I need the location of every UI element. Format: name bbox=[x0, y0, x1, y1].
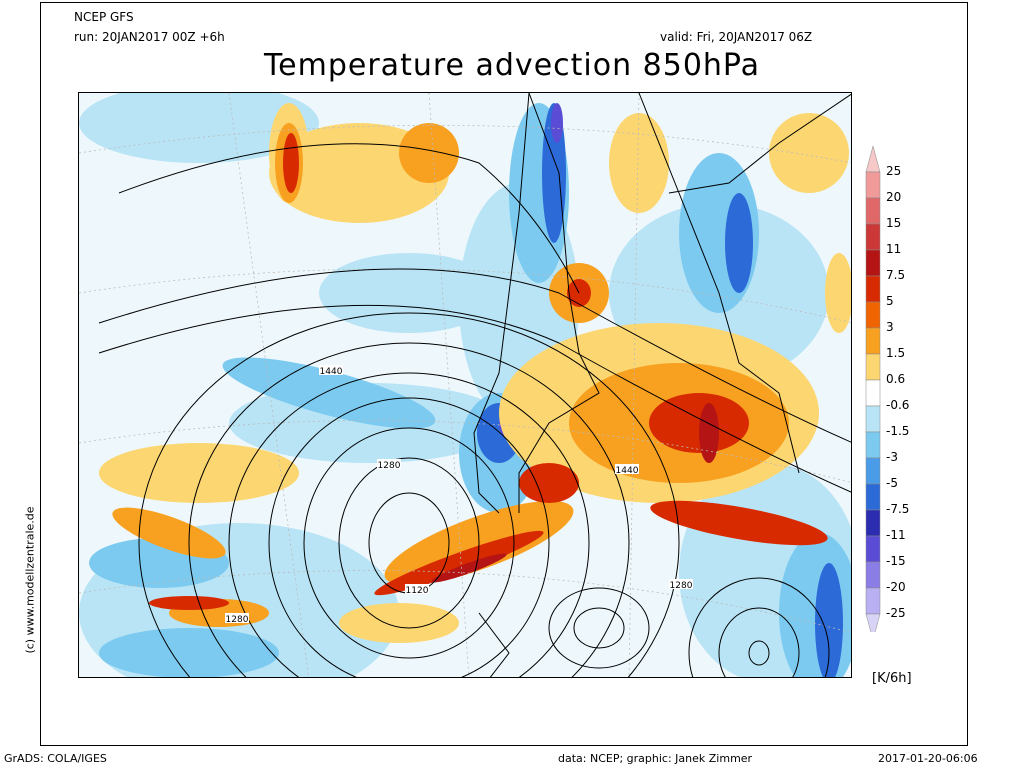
legend-swatch bbox=[865, 275, 881, 303]
legend-swatch bbox=[865, 379, 881, 407]
legend-swatch bbox=[865, 613, 881, 632]
legend-label: -1.5 bbox=[886, 424, 910, 438]
legend-label: 25 bbox=[886, 164, 902, 178]
legend-swatch bbox=[865, 561, 881, 589]
chart-frame bbox=[40, 2, 968, 746]
copyright-side: (c) www.modellzentrale.de bbox=[20, 480, 40, 680]
legend-swatch bbox=[865, 197, 881, 225]
legend-label: 5 bbox=[886, 294, 894, 308]
legend-label: 11 bbox=[886, 242, 902, 256]
geopotential-contours bbox=[98, 143, 851, 677]
contour-label: 1280 bbox=[226, 615, 249, 625]
legend-swatch bbox=[865, 535, 881, 563]
legend-label: -7.5 bbox=[886, 502, 910, 516]
legend-label: 15 bbox=[886, 216, 902, 230]
legend-label: 7.5 bbox=[886, 268, 906, 282]
contour-label: 1280 bbox=[670, 581, 693, 591]
footer-timestamp: 2017-01-20-06:06 bbox=[878, 752, 978, 765]
legend-label: 20 bbox=[886, 190, 902, 204]
footer-credits: data: NCEP; graphic: Janek Zimmer bbox=[558, 752, 753, 765]
model-name: NCEP GFS bbox=[74, 10, 134, 24]
map-canvas: 1440 1280 1120 1280 1440 1280 bbox=[79, 93, 851, 677]
legend-label: -11 bbox=[886, 528, 906, 542]
legend-swatch bbox=[865, 587, 881, 615]
legend-label: 1.5 bbox=[886, 346, 906, 360]
legend-swatch bbox=[865, 483, 881, 511]
units-label: [K/6h] bbox=[872, 671, 912, 686]
footer-software: GrADS: COLA/IGES bbox=[4, 752, 107, 765]
legend-swatch bbox=[865, 327, 881, 355]
contour-label: 1440 bbox=[616, 466, 639, 476]
legend-label: -20 bbox=[886, 580, 906, 594]
legend-label: -5 bbox=[886, 476, 898, 490]
contour-labels: 1440 1280 1120 1280 1440 1280 bbox=[225, 365, 693, 625]
contour-label: 1280 bbox=[378, 461, 401, 471]
valid-time: valid: Fri, 20JAN2017 06Z bbox=[660, 30, 813, 44]
legend-swatch bbox=[865, 249, 881, 277]
legend-label: -15 bbox=[886, 554, 906, 568]
legend-swatch bbox=[865, 457, 881, 485]
warm-advection-extreme bbox=[431, 403, 719, 583]
legend-swatch bbox=[865, 431, 881, 459]
warm-advection-strong bbox=[149, 133, 828, 610]
graticule bbox=[79, 93, 851, 677]
legend-label: 3 bbox=[886, 320, 894, 334]
legend-swatch bbox=[865, 301, 881, 329]
legend-swatch bbox=[865, 171, 881, 199]
legend-label: 0.6 bbox=[886, 372, 906, 386]
legend-label: -3 bbox=[886, 450, 898, 464]
contour-label: 1440 bbox=[320, 367, 343, 377]
weather-map: 1440 1280 1120 1280 1440 1280 bbox=[78, 92, 852, 678]
legend-label: -25 bbox=[886, 606, 906, 620]
contour-label: 1120 bbox=[406, 586, 429, 596]
chart-title: Temperature advection 850hPa bbox=[263, 48, 761, 83]
legend-swatch bbox=[865, 145, 881, 173]
legend-swatch bbox=[865, 405, 881, 433]
legend-swatch bbox=[865, 509, 881, 537]
copyright-text: (c) www.modellzentrale.de bbox=[23, 506, 37, 654]
coastlines bbox=[473, 93, 851, 677]
run-info: run: 20JAN2017 00Z +6h bbox=[74, 30, 225, 44]
legend-colorbar bbox=[865, 145, 881, 632]
legend-swatch bbox=[865, 353, 881, 381]
legend-swatch bbox=[865, 223, 881, 251]
legend-label: -0.6 bbox=[886, 398, 910, 412]
